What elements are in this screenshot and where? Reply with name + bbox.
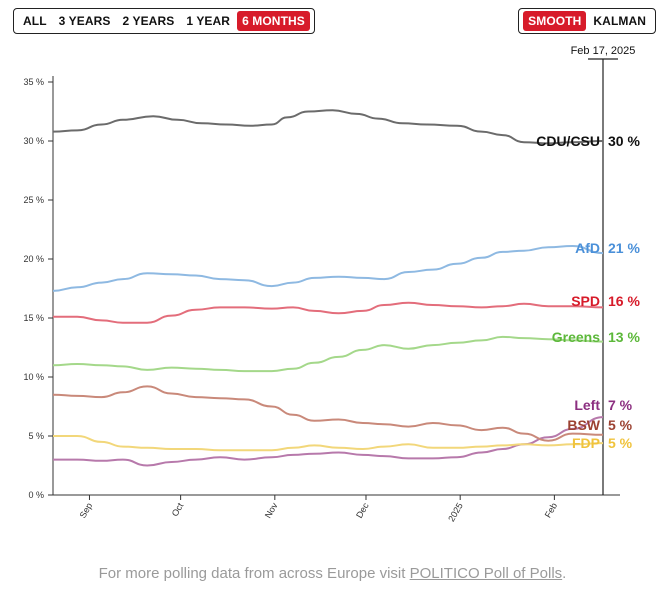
series-value-fdp: 5 %: [608, 435, 633, 451]
kalman-button[interactable]: KALMAN: [593, 14, 646, 28]
series-label-spd: SPD: [571, 293, 600, 309]
poll-chart: 0 % 5 % 10 % 15 % 20 % 25 % 30 % 35 % Sep Oct Nov D…: [23, 45, 640, 523]
smoothing-selector: SMOOTH KALMAN: [518, 8, 656, 34]
series-line-spd: [53, 301, 604, 324]
poll-of-polls-link[interactable]: POLITICO Poll of Polls: [409, 565, 563, 582]
6-months-range-button[interactable]: 6 MONTHS: [237, 11, 310, 31]
y-tick-label: 5 %: [28, 431, 44, 441]
series-label-fdp: FDP: [572, 435, 600, 451]
x-tick-label: 2025: [446, 501, 465, 523]
series-value-greens: 13 %: [608, 329, 640, 345]
series-label-cdu-csu: CDU/CSU: [536, 133, 600, 149]
footer-text: For more polling data from across Europe…: [98, 565, 410, 582]
x-tick-label: Dec: [354, 501, 371, 520]
series-value-bsw: 5 %: [608, 417, 633, 433]
hover-date-label: Feb 17, 2025: [571, 45, 636, 57]
series-value-afd: 21 %: [608, 240, 640, 256]
series-value-left: 7 %: [608, 397, 633, 413]
series-value-cdu-csu: 30 %: [608, 133, 640, 149]
y-tick-label: 20 %: [23, 254, 44, 264]
series-label-afd: AfD: [575, 240, 600, 256]
series-line-left: [52, 416, 604, 467]
x-tick-label: Nov: [263, 501, 280, 520]
y-tick-label: 35 %: [23, 77, 44, 87]
series-line-greens: [52, 335, 604, 373]
3-years-range-button[interactable]: 3 YEARS: [58, 14, 111, 28]
y-tick-label: 30 %: [23, 136, 44, 146]
y-tick-label: 0 %: [28, 490, 44, 500]
series-value-spd: 16 %: [608, 293, 640, 309]
series-label-left: Left: [574, 397, 600, 413]
footer-note: For more polling data from across Europe…: [0, 565, 665, 582]
x-tick-label: Feb: [543, 501, 559, 519]
all-range-button[interactable]: ALL: [23, 14, 47, 28]
series-line-bsw: [52, 385, 604, 442]
y-tick-label: 15 %: [23, 313, 44, 323]
2-years-range-button[interactable]: 2 YEARS: [122, 14, 175, 28]
series-line-cdu-csu: [52, 109, 604, 145]
x-tick-label: Oct: [170, 501, 186, 519]
1-year-range-button[interactable]: 1 YEAR: [186, 14, 231, 28]
series-label-greens: Greens: [552, 329, 600, 345]
series-line-afd: [52, 245, 604, 292]
y-tick-label: 25 %: [23, 195, 44, 205]
x-tick-label: Sep: [78, 501, 95, 520]
time-range-selector: ALL 3 YEARS 2 YEARS 1 YEAR 6 MONTHS: [13, 8, 315, 34]
smooth-button[interactable]: SMOOTH: [523, 11, 587, 31]
y-tick-label: 10 %: [23, 372, 44, 382]
series-line-fdp: [53, 435, 604, 452]
footer-suffix: .: [562, 565, 567, 582]
series-label-bsw: BSW: [567, 417, 600, 433]
